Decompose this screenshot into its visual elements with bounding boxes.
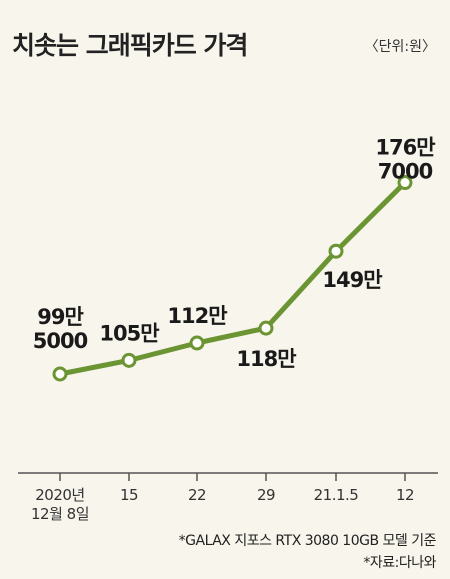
unit-label: 〈단위:원〉 (364, 39, 436, 55)
data-label: 99만 5000 (33, 305, 88, 353)
x-tick-label: 15 (120, 486, 138, 504)
x-tick-label: 12 (396, 486, 414, 504)
data-label: 176만 7000 (375, 136, 435, 184)
data-label: 112만 (167, 304, 227, 328)
data-label: 118만 (236, 347, 296, 371)
data-label: 105만 (99, 321, 159, 345)
chart-title: 치솟는 그래픽카드 가격 (12, 31, 248, 60)
data-label: 149만 (322, 268, 382, 292)
x-tick-label: 21.1.5 (314, 486, 359, 504)
source-note: *자료:다나와 (363, 555, 436, 571)
x-tick-label: 29 (257, 486, 275, 504)
price-line (57, 180, 408, 377)
data-point (397, 175, 413, 191)
x-tick-label: 2020년 12월 8일 (31, 486, 89, 523)
data-point (52, 366, 68, 382)
data-point (189, 335, 205, 351)
data-point (121, 352, 137, 368)
data-point (328, 243, 344, 259)
x-tick-label: 22 (188, 486, 206, 504)
basis-note: *GALAX 지포스 RTX 3080 10GB 모델 기준 (178, 533, 437, 549)
data-point (258, 320, 274, 336)
